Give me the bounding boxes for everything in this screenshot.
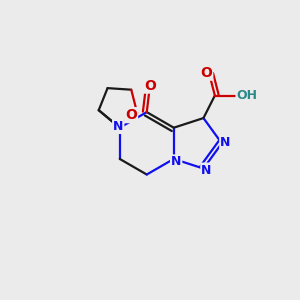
Text: N: N	[113, 120, 123, 133]
Text: N: N	[171, 155, 181, 168]
Text: O: O	[144, 79, 156, 93]
Text: N: N	[220, 136, 231, 148]
Text: OH: OH	[236, 89, 257, 102]
Text: N: N	[201, 164, 212, 176]
Text: O: O	[125, 108, 137, 122]
Text: O: O	[200, 66, 212, 80]
